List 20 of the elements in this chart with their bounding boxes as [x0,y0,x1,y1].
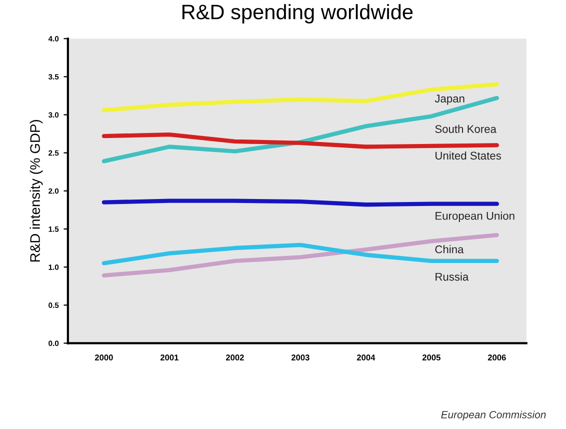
x-tick-label: 2005 [422,354,440,360]
x-tick-label: 2002 [226,354,244,360]
line-series [102,96,499,164]
line-series [102,132,499,149]
x-tick-label: 2004 [356,354,376,360]
series-label: United States [436,151,501,160]
line-series [102,242,499,266]
series-label: South Korea [435,124,496,133]
series-label: China [435,245,464,254]
x-tick-label: 2006 [488,354,506,360]
series-label: European Union [436,212,514,222]
text: European Commission [441,410,546,420]
y-axis-title: R&D intensity (% GDP) [30,120,43,262]
x-tick-label: 2000 [94,354,113,360]
x-tick-label: 2003 [291,354,310,360]
series-label: Japan [434,94,464,105]
x-tick-label: 2001 [160,354,178,360]
series-label: Russia [436,272,469,281]
chart-title: R&D spending worldwide [182,4,413,24]
line-series [102,82,499,112]
